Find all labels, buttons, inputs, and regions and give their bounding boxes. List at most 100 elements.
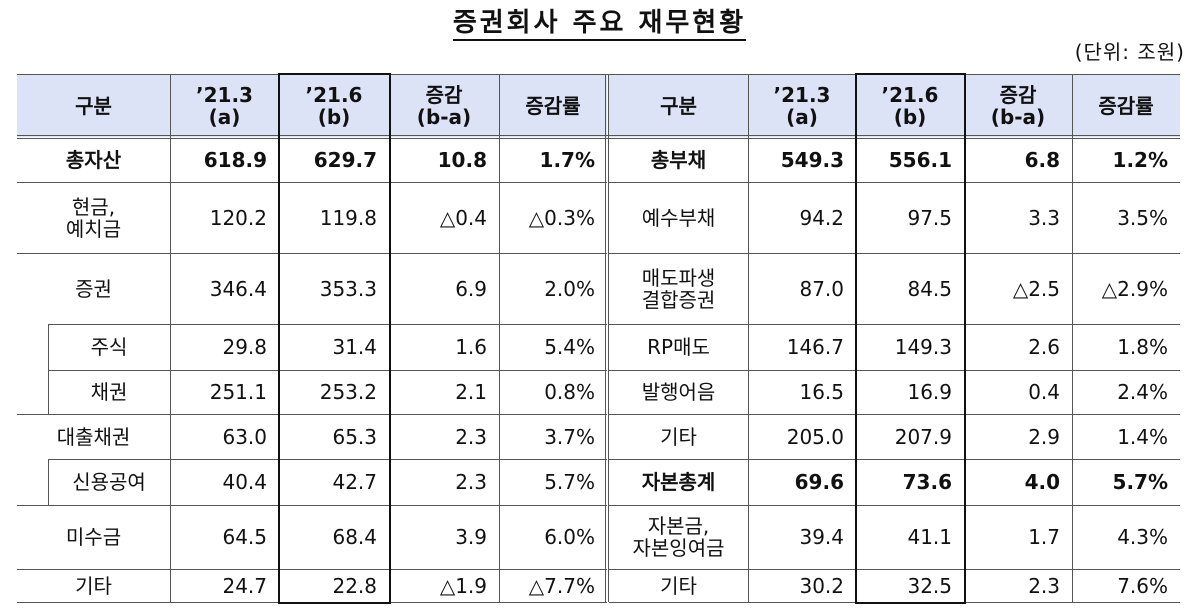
liabilities-cell-b: 16.9 bbox=[907, 380, 952, 404]
liabilities-cell-a: 94.2 bbox=[799, 205, 844, 230]
liabilities-cell-diff: 2.9 bbox=[1028, 424, 1060, 449]
assets-cell-b: 629.7 bbox=[313, 147, 377, 172]
assets-cell-rate: 1.7% bbox=[539, 147, 595, 172]
assets-cell-rate: 5.4% bbox=[544, 335, 595, 359]
liabilities-cell-diff: 1.7 bbox=[1028, 525, 1060, 549]
liabilities-cell-rate: 4.3% bbox=[1117, 525, 1168, 549]
assets-cell-rate: 5.7% bbox=[544, 470, 595, 494]
assets-row-label: 현금, 예치금 bbox=[65, 194, 122, 241]
highlight-box-right-jun-2021 bbox=[855, 73, 966, 604]
row-divider-left bbox=[48, 459, 607, 460]
row-divider-right bbox=[609, 324, 1180, 325]
liabilities-cell-a: 146.7 bbox=[786, 335, 844, 359]
liabilities-cell-rate: 1.2% bbox=[1112, 147, 1168, 172]
liabilities-cell-rate: 5.7% bbox=[1112, 470, 1168, 494]
liabilities-row-label: RP매도 bbox=[647, 335, 710, 359]
liabilities-cell-rate: 1.8% bbox=[1117, 335, 1168, 359]
left-header-jun-2021: ’21.6 (b) bbox=[279, 74, 389, 137]
assets-row-label: 신용공여 bbox=[72, 470, 146, 494]
unit-label: (단위: 조원) bbox=[1074, 40, 1185, 64]
liabilities-cell-diff: 2.6 bbox=[1028, 335, 1060, 359]
assets-row-label: 미수금 bbox=[65, 525, 122, 549]
assets-cell-b: 65.3 bbox=[332, 424, 377, 449]
assets-cell-a: 251.1 bbox=[209, 380, 267, 404]
assets-row-label: 증권 bbox=[75, 276, 112, 301]
liabilities-cell-rate: 2.4% bbox=[1117, 380, 1168, 404]
left-header-category: 구분 bbox=[17, 74, 170, 137]
assets-cell-diff: 1.6 bbox=[455, 335, 487, 359]
row-divider-left bbox=[48, 370, 607, 371]
row-divider-left bbox=[17, 505, 607, 506]
liabilities-cell-diff: 3.3 bbox=[1028, 205, 1060, 230]
assets-cell-diff: 6.9 bbox=[455, 276, 487, 301]
liabilities-cell-diff: △2.5 bbox=[1012, 276, 1060, 301]
assets-cell-b: 22.8 bbox=[332, 573, 377, 598]
table-top-border bbox=[17, 74, 1180, 75]
assets-cell-a: 24.7 bbox=[222, 573, 267, 598]
row-divider-left bbox=[17, 414, 607, 415]
assets-cell-b: 68.4 bbox=[332, 525, 377, 549]
assets-cell-b: 253.2 bbox=[319, 380, 377, 404]
page-title: 증권회사 주요 재무현황 bbox=[0, 2, 1199, 41]
assets-cell-a: 346.4 bbox=[209, 276, 267, 301]
right-header-category: 구분 bbox=[609, 74, 748, 137]
left-header-change-rate: 증감률 bbox=[499, 74, 607, 137]
assets-cell-rate: △7.7% bbox=[528, 573, 595, 598]
liabilities-cell-diff: 2.3 bbox=[1028, 573, 1060, 598]
assets-cell-diff: 3.9 bbox=[455, 525, 487, 549]
liabilities-cell-a: 30.2 bbox=[799, 573, 844, 598]
row-divider-left bbox=[17, 253, 607, 254]
liabilities-row-label: 기타 bbox=[660, 424, 697, 449]
right-header-jun-2021: ’21.6 (b) bbox=[856, 74, 964, 137]
liabilities-cell-b: 97.5 bbox=[907, 205, 952, 230]
liabilities-cell-b: 149.3 bbox=[894, 335, 952, 359]
liabilities-cell-b: 41.1 bbox=[907, 525, 952, 549]
left-header-mar-2021: ’21.3 (a) bbox=[170, 74, 279, 137]
row-divider-right bbox=[609, 370, 1180, 371]
assets-cell-b: 31.4 bbox=[332, 335, 377, 359]
assets-row-label: 대출채권 bbox=[56, 424, 131, 449]
col-divider bbox=[170, 74, 171, 602]
liabilities-row-label: 발행어음 bbox=[641, 380, 716, 404]
row-divider-right bbox=[609, 505, 1180, 506]
liabilities-row-label: 총부채 bbox=[650, 147, 707, 172]
assets-cell-diff: 2.1 bbox=[455, 380, 487, 404]
liabilities-cell-diff: 6.8 bbox=[1024, 147, 1060, 172]
liabilities-row-label: 매도파생 결합증권 bbox=[641, 265, 716, 312]
assets-cell-rate: 3.7% bbox=[544, 424, 595, 449]
liabilities-cell-diff: 4.0 bbox=[1024, 470, 1060, 494]
assets-cell-a: 29.8 bbox=[222, 335, 267, 359]
liabilities-cell-rate: 7.6% bbox=[1117, 573, 1168, 598]
assets-cell-a: 40.4 bbox=[222, 470, 267, 494]
title-text: 증권회사 주요 재무현황 bbox=[452, 8, 747, 41]
right-header-change: 증감 (b-a) bbox=[964, 74, 1072, 137]
liabilities-cell-b: 207.9 bbox=[894, 424, 952, 449]
row-divider-left bbox=[17, 182, 607, 183]
assets-cell-a: 64.5 bbox=[222, 525, 267, 549]
assets-row-label: 주식 bbox=[90, 335, 128, 359]
assets-cell-diff: △1.9 bbox=[439, 573, 487, 598]
liabilities-row-label: 자본금, 자본잉여금 bbox=[632, 514, 725, 560]
row-divider-right bbox=[609, 182, 1180, 183]
assets-cell-rate: △0.3% bbox=[528, 205, 595, 230]
assets-cell-a: 618.9 bbox=[203, 147, 267, 172]
col-divider bbox=[1072, 74, 1073, 602]
liabilities-cell-rate: 1.4% bbox=[1117, 424, 1168, 449]
liabilities-cell-a: 205.0 bbox=[786, 424, 844, 449]
liabilities-cell-a: 16.5 bbox=[799, 380, 844, 404]
assets-cell-rate: 2.0% bbox=[544, 276, 595, 301]
assets-cell-b: 119.8 bbox=[319, 205, 377, 230]
row-divider-left bbox=[17, 569, 607, 570]
header-bottom-border bbox=[17, 135, 1180, 139]
right-header-change-rate: 증감률 bbox=[1072, 74, 1180, 137]
liabilities-row-label: 기타 bbox=[660, 573, 697, 598]
liabilities-cell-rate: 3.5% bbox=[1117, 205, 1168, 230]
assets-cell-rate: 6.0% bbox=[544, 525, 595, 549]
liabilities-cell-b: 556.1 bbox=[888, 147, 952, 172]
col-divider bbox=[499, 74, 500, 602]
row-divider-right bbox=[609, 414, 1180, 415]
middle-double-divider bbox=[605, 74, 609, 602]
assets-row-label: 채권 bbox=[90, 380, 128, 404]
left-header-change: 증감 (b-a) bbox=[389, 74, 499, 137]
